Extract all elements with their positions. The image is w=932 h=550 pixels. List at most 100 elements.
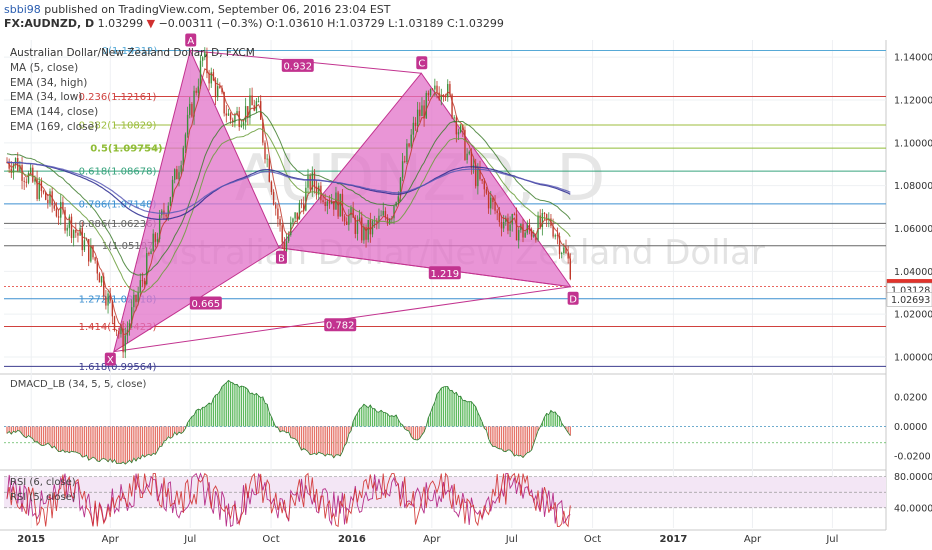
candle-body	[148, 253, 150, 255]
rsi5-label: RSI (5, close)	[10, 492, 76, 503]
candle-body	[242, 122, 245, 126]
candle-body	[507, 217, 509, 231]
candle-body	[498, 213, 501, 223]
candle-body	[404, 161, 406, 163]
candle-body	[440, 95, 442, 100]
candle-body	[346, 221, 348, 225]
candle-body	[17, 158, 19, 171]
y-tick-label: 1.14000	[894, 53, 932, 64]
candle-body	[57, 216, 60, 218]
candle-body	[111, 300, 114, 317]
candle-body	[522, 224, 524, 238]
candle-body	[533, 235, 535, 237]
candle-body	[518, 230, 520, 241]
candle-body	[208, 73, 210, 84]
candle-body	[328, 201, 331, 204]
candle-body	[358, 217, 361, 221]
candle-body	[266, 158, 268, 160]
rsi6-label: RSI (6, close)	[10, 477, 76, 488]
pattern-point-box	[275, 250, 287, 264]
candle-body	[438, 92, 440, 100]
candle-body	[227, 113, 230, 116]
candle-body	[154, 233, 157, 242]
candle-body	[105, 296, 107, 306]
candle-body	[38, 181, 40, 200]
candle-body	[479, 168, 481, 180]
candle-body	[434, 85, 436, 90]
candle-body	[165, 214, 167, 217]
legend-ema144[interactable]: EMA (144, close)	[10, 106, 99, 119]
candle-body	[485, 189, 488, 194]
candle-body	[150, 251, 152, 255]
legend-ema169[interactable]: EMA (169, close)	[10, 120, 99, 133]
candle-body	[34, 178, 36, 182]
x-tick-label: Oct	[262, 534, 279, 545]
legend-ema34-high[interactable]: EMA (34, high)	[10, 76, 88, 89]
x-tick-label: Apr	[423, 534, 441, 545]
candle-body	[569, 258, 571, 280]
candle-body	[432, 89, 434, 90]
candle-body	[139, 280, 141, 293]
candle-body	[100, 276, 103, 283]
candle-body	[442, 95, 445, 97]
candle-body	[554, 235, 556, 237]
legend-ema34-low[interactable]: EMA (34, low)	[10, 91, 83, 104]
candle-body	[322, 200, 324, 203]
candle-body	[419, 109, 421, 117]
indicator-legend: Australian Dollar/New Zealand Dollar, D,…	[10, 46, 255, 135]
fib-label: 1.414(1.01423)	[79, 322, 157, 333]
candle-body	[221, 88, 223, 93]
candle-body	[98, 273, 101, 283]
candle-body	[281, 225, 283, 243]
candle-body	[330, 201, 333, 204]
candle-body	[184, 134, 187, 148]
candle-body	[311, 172, 313, 190]
candle-body	[296, 212, 298, 220]
candle-body	[244, 106, 247, 123]
ohlc-values: O:1.03610 H:1.03729 L:1.03189 C:1.03299	[266, 17, 504, 30]
candle-body	[53, 205, 55, 209]
ratio-box	[189, 296, 222, 310]
candle-body	[294, 212, 296, 219]
author-link[interactable]: sbbi98	[4, 3, 41, 16]
candle-body	[444, 96, 447, 98]
candle-body	[541, 213, 544, 228]
candle-body	[55, 208, 58, 217]
candle-body	[371, 221, 374, 235]
candle-body	[363, 226, 365, 241]
pattern-point-box	[416, 56, 428, 70]
fib-label: 0(1.14312)	[102, 46, 158, 57]
candle-body	[64, 209, 66, 231]
pattern-labels: X A B C D 0.932 0.665 1.219 0.782	[104, 33, 579, 366]
candle-body	[210, 72, 212, 84]
y-tick-label: 1.04000	[894, 267, 932, 278]
fib-label: 1.272(1.02718)	[79, 294, 157, 305]
y-tick-label: 1.02000	[894, 310, 932, 321]
legend-ma5[interactable]: MA (5, close)	[10, 61, 79, 74]
fib-label: 0.786(1.07148)	[79, 199, 157, 210]
candle-body	[343, 216, 346, 222]
candle-body	[290, 222, 292, 235]
candle-body	[389, 219, 391, 224]
candle-body	[195, 90, 197, 93]
candle-body	[378, 215, 380, 223]
candle-body	[8, 162, 10, 169]
candle-body	[171, 179, 174, 198]
candle-body	[219, 86, 221, 89]
candle-body	[318, 185, 320, 195]
candle-body	[468, 151, 470, 154]
candle-body	[146, 253, 148, 285]
candle-body	[118, 330, 120, 335]
ratio-label: 0.665	[191, 299, 220, 310]
legend-title: Australian Dollar/New Zealand Dollar, D,…	[10, 47, 255, 59]
rsi5-line	[6, 472, 571, 528]
candle-body	[401, 161, 404, 178]
x-tick-label: 2017	[659, 534, 687, 545]
rsi-tick-label: 40.0000	[894, 503, 932, 514]
candle-body	[563, 247, 565, 254]
candle-body	[303, 203, 305, 211]
candle-body	[556, 235, 559, 237]
y-tick-label: 1.12000	[894, 95, 932, 106]
candle-body	[494, 202, 496, 211]
